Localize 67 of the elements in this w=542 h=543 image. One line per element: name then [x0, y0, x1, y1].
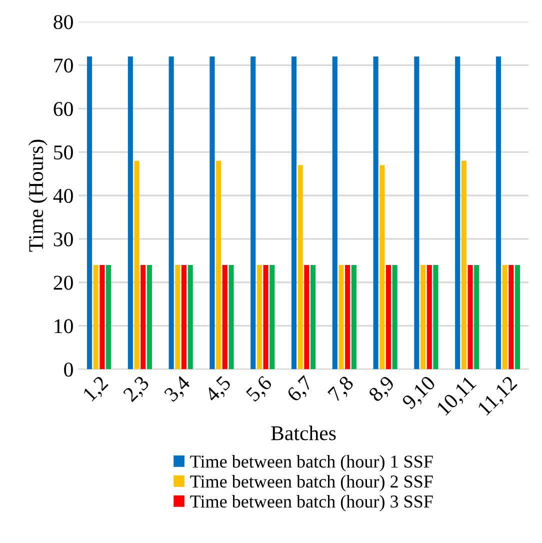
bar [181, 264, 187, 370]
bar [291, 56, 297, 370]
bar [345, 264, 350, 370]
x-tick-label: 7,8 [327, 375, 356, 404]
bar [414, 56, 420, 370]
bar [461, 160, 466, 370]
bar [86, 56, 92, 370]
bar [310, 264, 316, 370]
bar [128, 56, 133, 370]
x-tick-label: 1,2 [82, 375, 111, 404]
bar [508, 264, 514, 370]
y-tick-label: 30 [54, 232, 73, 246]
bar [386, 264, 392, 370]
bar [250, 56, 256, 370]
bar [392, 264, 398, 370]
x-tick-label: 8,9 [368, 375, 398, 404]
bar [222, 264, 228, 370]
y-tick-label: 20 [54, 276, 73, 290]
bar [514, 264, 520, 370]
x-axis-title: Batches [271, 426, 336, 440]
bar [106, 264, 112, 370]
x-tick-label: 5,6 [246, 375, 275, 404]
legend-label: Time between batch (hour) 1 SSF [190, 454, 433, 472]
y-tick-label: 80 [54, 15, 73, 30]
y-tick-label: 70 [54, 58, 73, 73]
bar [93, 264, 98, 370]
y-tick-label: 10 [54, 319, 73, 334]
legend-label: Time between batch (hour) 3 SSF [190, 494, 433, 512]
bar [380, 165, 385, 370]
bar [468, 264, 473, 370]
legend-label: Time between batch (hour) 2 SSF [190, 474, 433, 492]
x-tick-label: 3,4 [164, 374, 194, 404]
bar [188, 264, 193, 370]
bar [455, 56, 460, 370]
bar [175, 264, 180, 370]
bar [474, 264, 480, 370]
bar [168, 56, 174, 370]
bar [496, 56, 502, 370]
bar [146, 264, 152, 370]
bar [351, 264, 356, 370]
bar [420, 264, 426, 370]
bar [426, 264, 432, 370]
y-axis-title: Time (Hours) [28, 140, 48, 252]
y-tick-label: 40 [53, 188, 73, 203]
bar [304, 264, 310, 370]
bar [216, 160, 222, 370]
x-tick-label: 2,3 [122, 375, 152, 404]
x-tick-label: 6,7 [286, 374, 316, 404]
bar [228, 264, 234, 370]
bar [373, 56, 378, 370]
bar [332, 56, 338, 370]
bar [140, 264, 146, 370]
bar [433, 264, 438, 370]
bar [338, 264, 344, 370]
y-tick-label: 60 [54, 102, 73, 116]
bar [256, 264, 262, 370]
bar [263, 264, 268, 370]
x-tick-label: 9,10 [401, 375, 438, 412]
y-tick-label: 50 [54, 145, 73, 160]
bar [100, 264, 105, 370]
bar [502, 264, 508, 370]
bar [270, 264, 275, 370]
x-tick-label: 4,5 [204, 375, 234, 405]
bar [134, 160, 140, 370]
y-tick-label: 0 [64, 362, 73, 377]
bar [298, 165, 303, 370]
bar [210, 56, 215, 370]
